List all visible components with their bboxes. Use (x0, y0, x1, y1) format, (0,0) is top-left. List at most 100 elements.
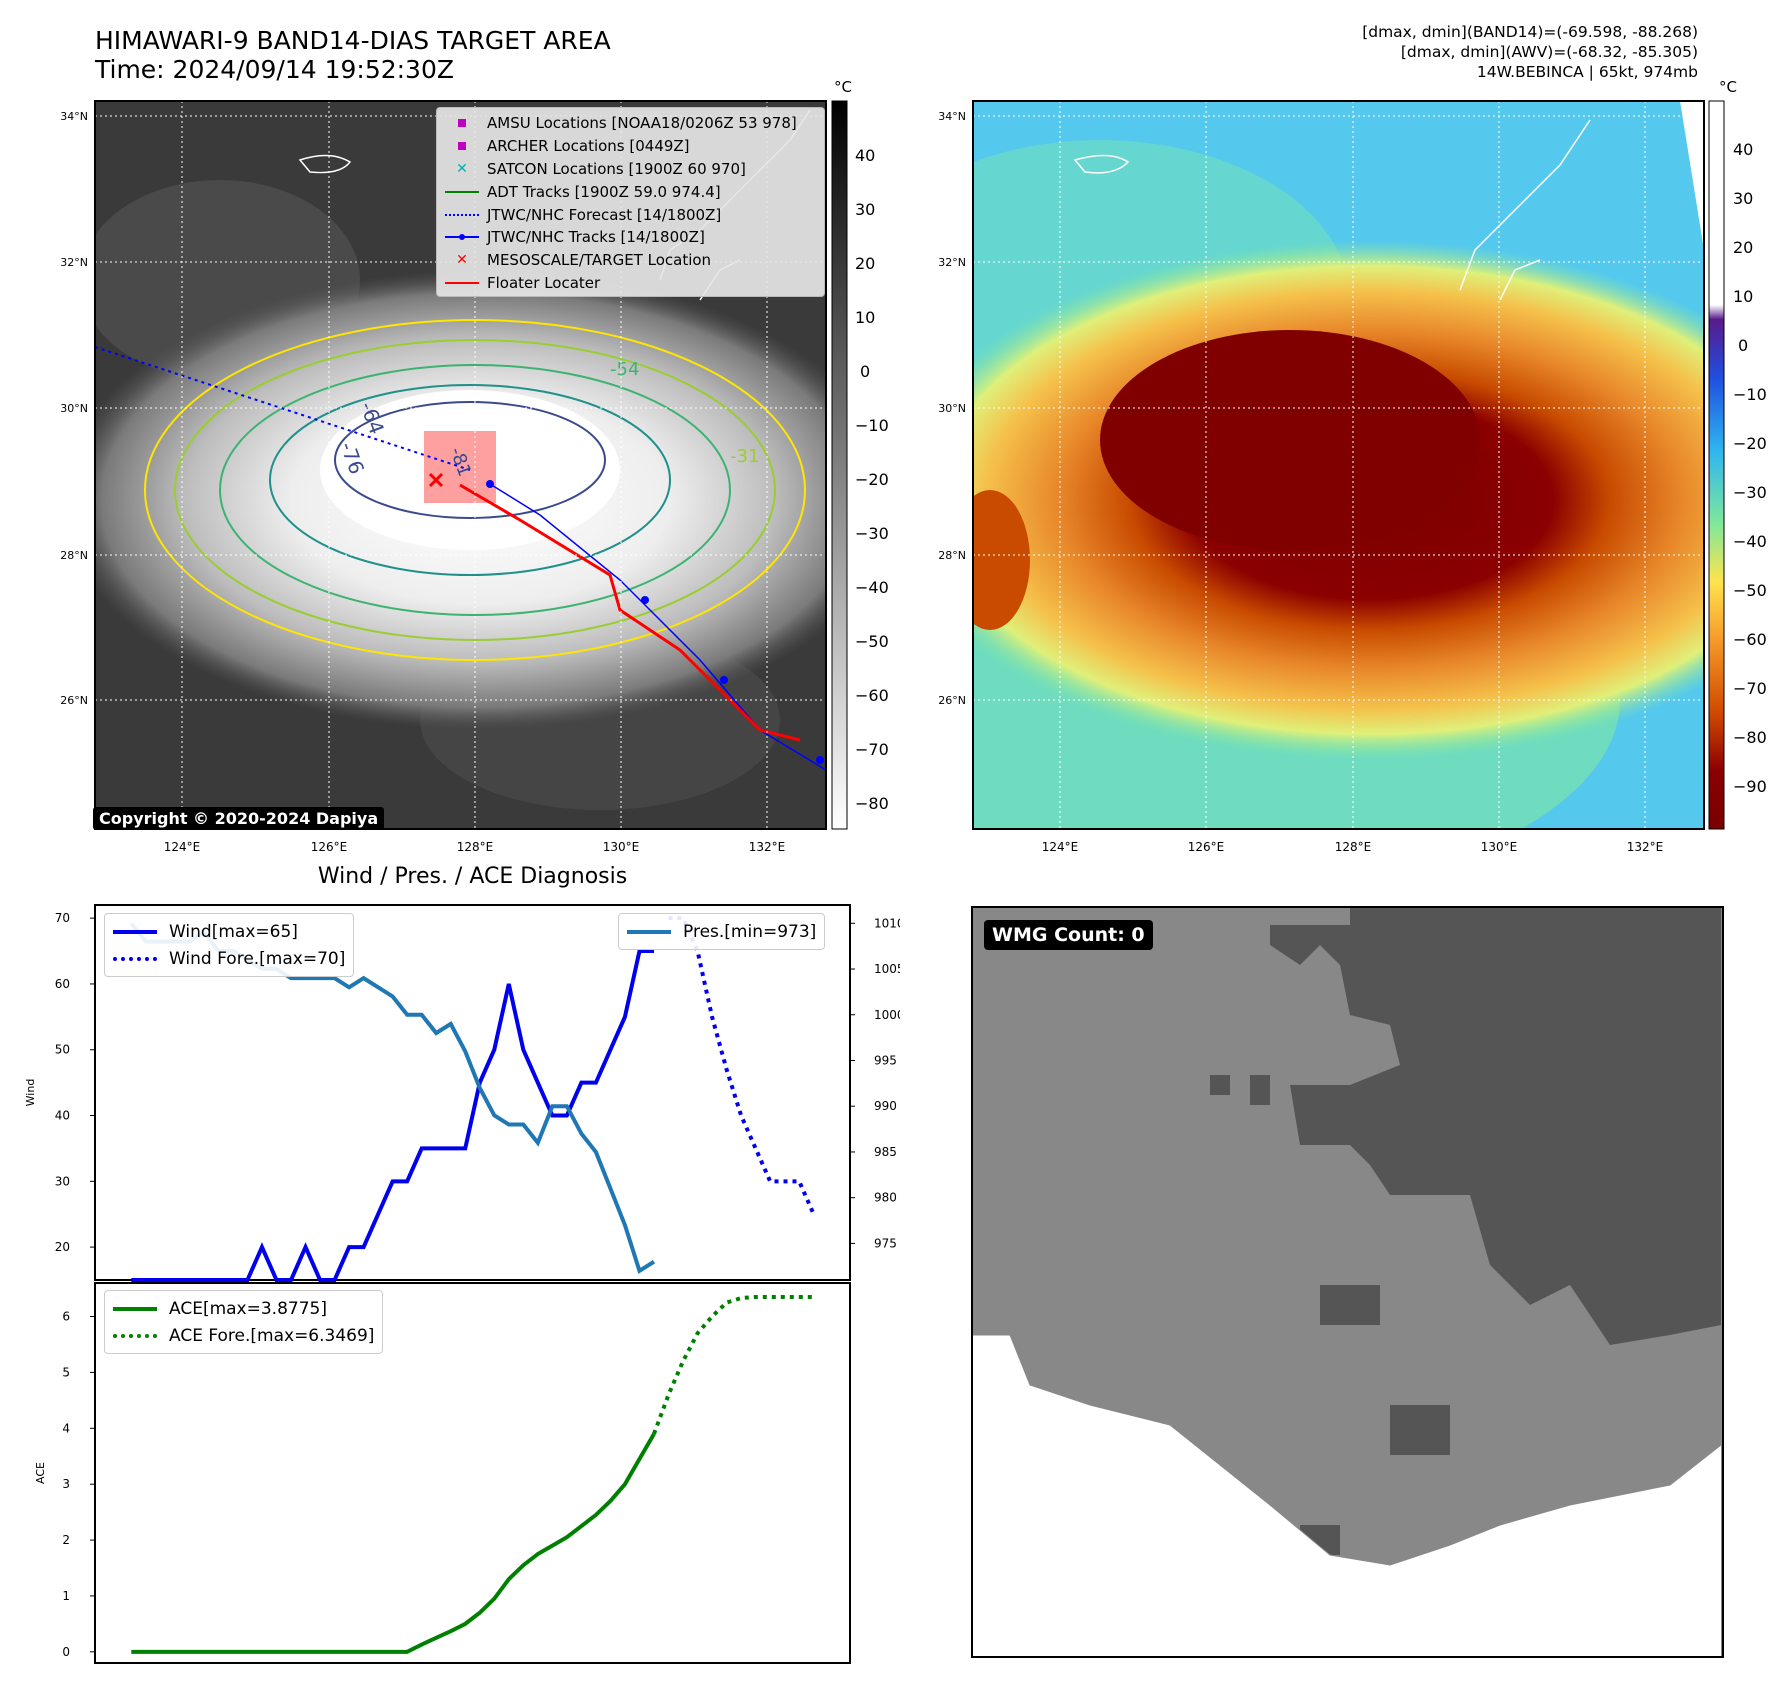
wind-plot-frame (94, 904, 851, 1281)
legend-floater: Floater Locater (443, 272, 818, 295)
legend-jtwc-forecast: JTWC/NHC Forecast [14/1800Z] (443, 203, 818, 226)
svg-text:10: 10 (1733, 287, 1753, 306)
pressure-ytick-label: 975 (874, 1236, 897, 1250)
svg-text:10: 10 (855, 308, 875, 327)
color-ir-lon-labels: 124°E 126°E 128°E 130°E 132°E (1042, 840, 1664, 854)
svg-text:132°E: 132°E (749, 840, 786, 854)
color-ir-colorbar-ticks: 40 30 20 10 0 −10 −20 −30 −40 −50 −60 −7… (1733, 140, 1767, 796)
wind-ytick-label: 70 (55, 911, 70, 925)
svg-text:130°E: 130°E (1481, 840, 1518, 854)
pressure-legend: Pres.[min=973] (618, 913, 826, 950)
svg-text:26°N: 26°N (938, 694, 966, 707)
svg-text:28°N: 28°N (938, 549, 966, 562)
ace-ytick-label: 4 (62, 1421, 70, 1435)
svg-text:34°N: 34°N (938, 110, 966, 123)
contour-teal (269, 384, 671, 576)
ace-ytick-label: 0 (62, 1645, 70, 1659)
svg-text:−70: −70 (1733, 679, 1767, 698)
figure-title: HIMAWARI-9 BAND14-DIAS TARGET AREA (95, 26, 611, 55)
wmg-white-region (972, 1335, 1721, 1657)
svg-text:30°N: 30°N (60, 402, 88, 415)
wind-ytick-label: 60 (55, 977, 70, 991)
pressure-ytick-label: 985 (874, 1145, 897, 1159)
svg-text:20: 20 (855, 254, 875, 273)
ace-ylabel: ACE (34, 1462, 47, 1484)
pressure-ytick-label: 1010 (874, 916, 900, 930)
ace-series-line-1 (652, 1294, 814, 1435)
pressure-ytick-label: 1000 (874, 1008, 900, 1022)
diagnosis-title: Wind / Pres. / ACE Diagnosis (317, 864, 628, 889)
color-ir-lat-labels: 34°N 32°N 30°N 28°N 26°N (938, 110, 966, 707)
svg-text:0: 0 (860, 362, 870, 381)
svg-text:−30: −30 (855, 524, 889, 543)
ir-colorbar-unit: °C (834, 78, 852, 96)
svg-text:−80: −80 (1733, 728, 1767, 747)
copyright: Copyright © 2020-2024 Dapiya (93, 807, 385, 830)
svg-text:0: 0 (1738, 336, 1748, 355)
svg-text:−80: −80 (855, 794, 889, 813)
ace-series-line-0 (131, 1432, 656, 1654)
svg-text:20: 20 (1733, 238, 1753, 257)
wmg-count-badge: WMG Count: 0 (984, 920, 1153, 950)
legend-ace: ACE[max=3.8775] (113, 1295, 374, 1322)
contour-light-green (174, 339, 776, 641)
svg-text:32°N: 32°N (938, 256, 966, 269)
target-location-marker (428, 472, 444, 488)
pressure-ytick-label: 995 (874, 1053, 897, 1067)
svg-text:30: 30 (855, 200, 875, 219)
pressure-ytick-label: 1005 (874, 962, 900, 976)
wmg-panel (971, 906, 1724, 1658)
wind-ylabel: Wind (24, 1079, 37, 1107)
svg-text:132°E: 132°E (1627, 840, 1664, 854)
ace-plot-frame (94, 1282, 851, 1664)
legend-amsu: AMSU Locations [NOAA18/0206Z 53 978] (443, 112, 818, 135)
svg-text:−90: −90 (1733, 777, 1767, 796)
contour-navy (334, 401, 606, 519)
series-line-0 (131, 949, 654, 1282)
ace-legend: ACE[max=3.8775] ACE Fore.[max=6.3469] (104, 1290, 384, 1354)
ir-lat-labels: 34°N 32°N 30°N 28°N 26°N (60, 110, 88, 707)
storm-info: 14W.BEBINCA | 65kt, 974mb (1476, 63, 1698, 81)
wind-ytick-label: 20 (55, 1240, 70, 1254)
diag-info-awv: [dmax, dmin](AWV)=(-68.32, -85.305) (1400, 43, 1698, 61)
ace-chart: 0 1 2 3 4 5 6 ACE (34, 1282, 851, 1664)
legend-pressure: Pres.[min=973] (627, 918, 816, 945)
svg-text:126°E: 126°E (1188, 840, 1225, 854)
svg-text:34°N: 34°N (60, 110, 88, 123)
legend-ace-forecast: ACE Fore.[max=6.3469] (113, 1322, 374, 1349)
wmg-dark-region (1270, 907, 1721, 1345)
color-ir-map-panel: 34°N 32°N 30°N 28°N 26°N 124°E 126°E 128… (938, 78, 1767, 854)
svg-text:−20: −20 (855, 470, 889, 489)
coastline-island (298, 154, 352, 174)
series-line-1 (668, 916, 816, 1216)
svg-text:−60: −60 (1733, 630, 1767, 649)
svg-text:126°E: 126°E (311, 840, 348, 854)
svg-text:30: 30 (1733, 189, 1753, 208)
ace-ytick-label: 1 (62, 1589, 70, 1603)
map-legend: AMSU Locations [NOAA18/0206Z 53 978] ARC… (436, 107, 825, 298)
wind-legend: Wind[max=65] Wind Fore.[max=70] (104, 913, 355, 977)
svg-text:130°E: 130°E (603, 840, 640, 854)
legend-satcon: ✕ SATCON Locations [1900Z 60 970] (456, 159, 746, 178)
ace-ytick-label: 3 (62, 1477, 70, 1491)
svg-text:124°E: 124°E (164, 840, 201, 854)
svg-text:−50: −50 (855, 632, 889, 651)
legend-target: ✕ MESOSCALE/TARGET Location (456, 251, 712, 270)
contour-green (219, 364, 731, 616)
svg-text:−40: −40 (855, 578, 889, 597)
legend-archer: ARCHER Locations [0449Z] (443, 135, 818, 158)
ir-lon-labels: 124°E 126°E 128°E 130°E 132°E (164, 840, 786, 854)
diag-info-band14: [dmax, dmin](BAND14)=(-69.598, -88.268) (1362, 23, 1698, 41)
pressure-ytick-label: 990 (874, 1099, 897, 1113)
svg-text:−10: −10 (855, 416, 889, 435)
svg-text:−20: −20 (1733, 434, 1767, 453)
legend-wind: Wind[max=65] (113, 918, 345, 945)
contour-label-4: -54 (610, 359, 639, 380)
ir-colorbar (831, 100, 848, 830)
figure-time: Time: 2024/09/14 19:52:30Z (95, 55, 454, 84)
legend-wind-forecast: Wind Fore.[max=70] (113, 945, 345, 972)
svg-text:30°N: 30°N (938, 402, 966, 415)
ace-ytick-label: 6 (62, 1310, 70, 1324)
contour-yellow (144, 319, 806, 661)
